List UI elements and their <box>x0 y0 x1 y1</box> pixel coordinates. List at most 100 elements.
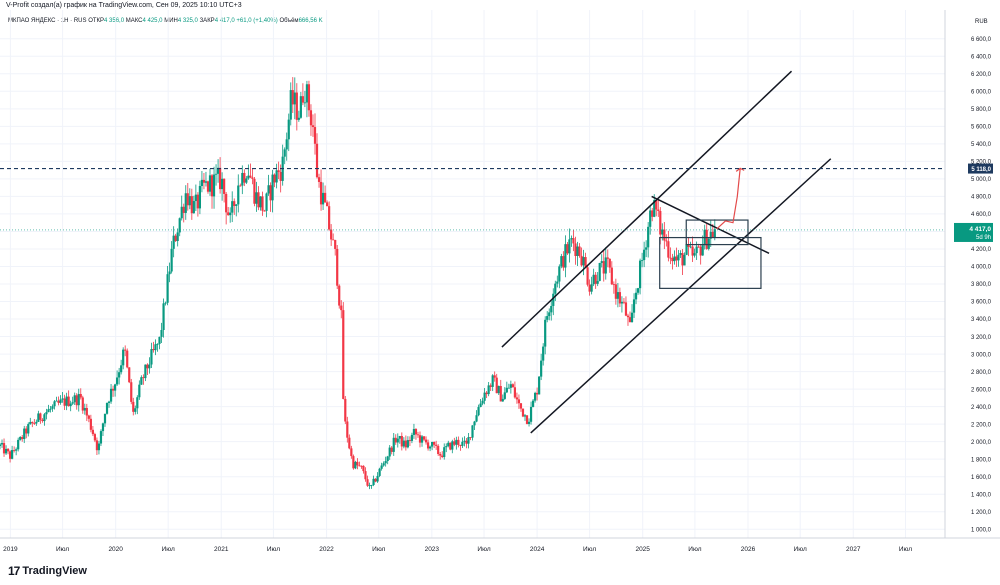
candle-body <box>505 387 508 393</box>
candle-body <box>204 181 208 183</box>
candle-body <box>435 444 438 446</box>
candle-body <box>620 301 624 304</box>
candle-body <box>344 398 347 422</box>
candle-body <box>406 440 409 448</box>
candle-body <box>315 143 319 178</box>
candle-body <box>15 449 18 451</box>
candle-body <box>566 244 569 254</box>
time-tick-label: Июл <box>899 546 912 553</box>
time-tick-label: 2025 <box>635 546 650 553</box>
candle-body <box>392 437 395 452</box>
candle-body <box>412 428 416 435</box>
candle-body <box>673 256 676 262</box>
candle-body <box>360 465 363 467</box>
candle-body <box>61 398 64 400</box>
candle-body <box>461 441 464 446</box>
candle-body <box>144 364 147 379</box>
candle-body <box>170 248 173 272</box>
candle-body <box>109 388 113 402</box>
candle-body <box>0 443 4 445</box>
candle-body <box>99 431 103 444</box>
candle-body <box>136 397 139 409</box>
last-price-tag <box>954 222 993 242</box>
candle-body <box>568 239 571 254</box>
candle-body <box>124 349 127 351</box>
candle-body <box>180 206 183 219</box>
candle-body <box>91 429 94 435</box>
candle-body <box>210 175 214 197</box>
consolidation-box-large <box>659 236 762 289</box>
candle-body <box>618 292 622 304</box>
candle-body <box>13 450 16 451</box>
price-tick-label: 4 000,0 <box>971 265 992 271</box>
candle-body <box>707 238 710 249</box>
chart-creator-header: V-Profit создал(а) график на TradingView… <box>6 2 242 9</box>
candle-body <box>182 206 185 213</box>
candle-body <box>261 196 264 211</box>
candle-body <box>439 454 442 456</box>
candle-body <box>17 439 20 450</box>
candle-body <box>338 285 341 306</box>
candle-body <box>107 401 111 403</box>
candle-body <box>370 485 373 486</box>
candle-body <box>303 102 307 104</box>
candle-body <box>162 303 165 330</box>
candle-body <box>29 421 32 425</box>
candle-body <box>259 196 262 208</box>
candle-body <box>467 437 470 444</box>
candle-body <box>632 299 636 313</box>
candle-body <box>237 185 240 205</box>
candle-body <box>410 434 414 441</box>
candle-body <box>602 261 605 274</box>
candle-body <box>269 185 272 201</box>
candle-body <box>51 406 54 409</box>
candle-body <box>140 377 143 385</box>
time-tick-label: Июл <box>688 546 701 553</box>
candle-body <box>374 478 377 482</box>
candle-body <box>562 256 565 268</box>
candle-body <box>257 192 260 208</box>
candle-body <box>289 90 292 120</box>
candle-body <box>340 305 343 311</box>
candle-body <box>299 96 302 118</box>
candle-body <box>459 444 462 446</box>
candle-body <box>665 240 668 242</box>
candle-body <box>426 442 430 449</box>
candle-body <box>422 436 426 440</box>
descending-trendline <box>651 195 770 255</box>
candle-body <box>685 244 688 255</box>
candle-body <box>669 257 672 259</box>
symbol-name: МКПАО ЯНДЕКС · 1Н · RUS <box>8 18 87 24</box>
price-tick-label: 5 600,0 <box>971 125 992 131</box>
candle-body <box>35 421 38 424</box>
candle-body <box>592 274 595 285</box>
price-tick-label: 1 200,0 <box>971 510 992 516</box>
time-tick-label: 2026 <box>741 546 756 553</box>
candle-body <box>251 177 254 179</box>
time-tick-label: 2022 <box>319 546 334 553</box>
last-price-countdown: 5d 9h <box>976 235 991 241</box>
candle-body <box>382 463 385 466</box>
candle-body <box>390 447 393 452</box>
candle-body <box>255 192 258 204</box>
candle-body <box>647 226 650 248</box>
candle-body <box>45 412 48 415</box>
candle-body <box>368 485 371 487</box>
candle-body <box>301 96 304 103</box>
candle-body <box>576 246 579 257</box>
high-label: МАКС <box>125 18 143 24</box>
candle-body <box>495 377 498 394</box>
volume-value: 666,56 K <box>298 18 323 24</box>
price-tick-label: 4 200,0 <box>971 247 992 253</box>
tradingview-logo[interactable]: 17 TradingView <box>8 564 87 578</box>
candle-body <box>554 283 557 294</box>
candle-body <box>687 244 690 247</box>
candle-body <box>481 400 484 404</box>
candle-body <box>491 375 494 387</box>
candle-body <box>49 408 52 410</box>
candle-body <box>146 364 149 369</box>
candle-body <box>297 117 300 120</box>
candle-body <box>596 280 599 284</box>
candle-body <box>580 255 583 266</box>
